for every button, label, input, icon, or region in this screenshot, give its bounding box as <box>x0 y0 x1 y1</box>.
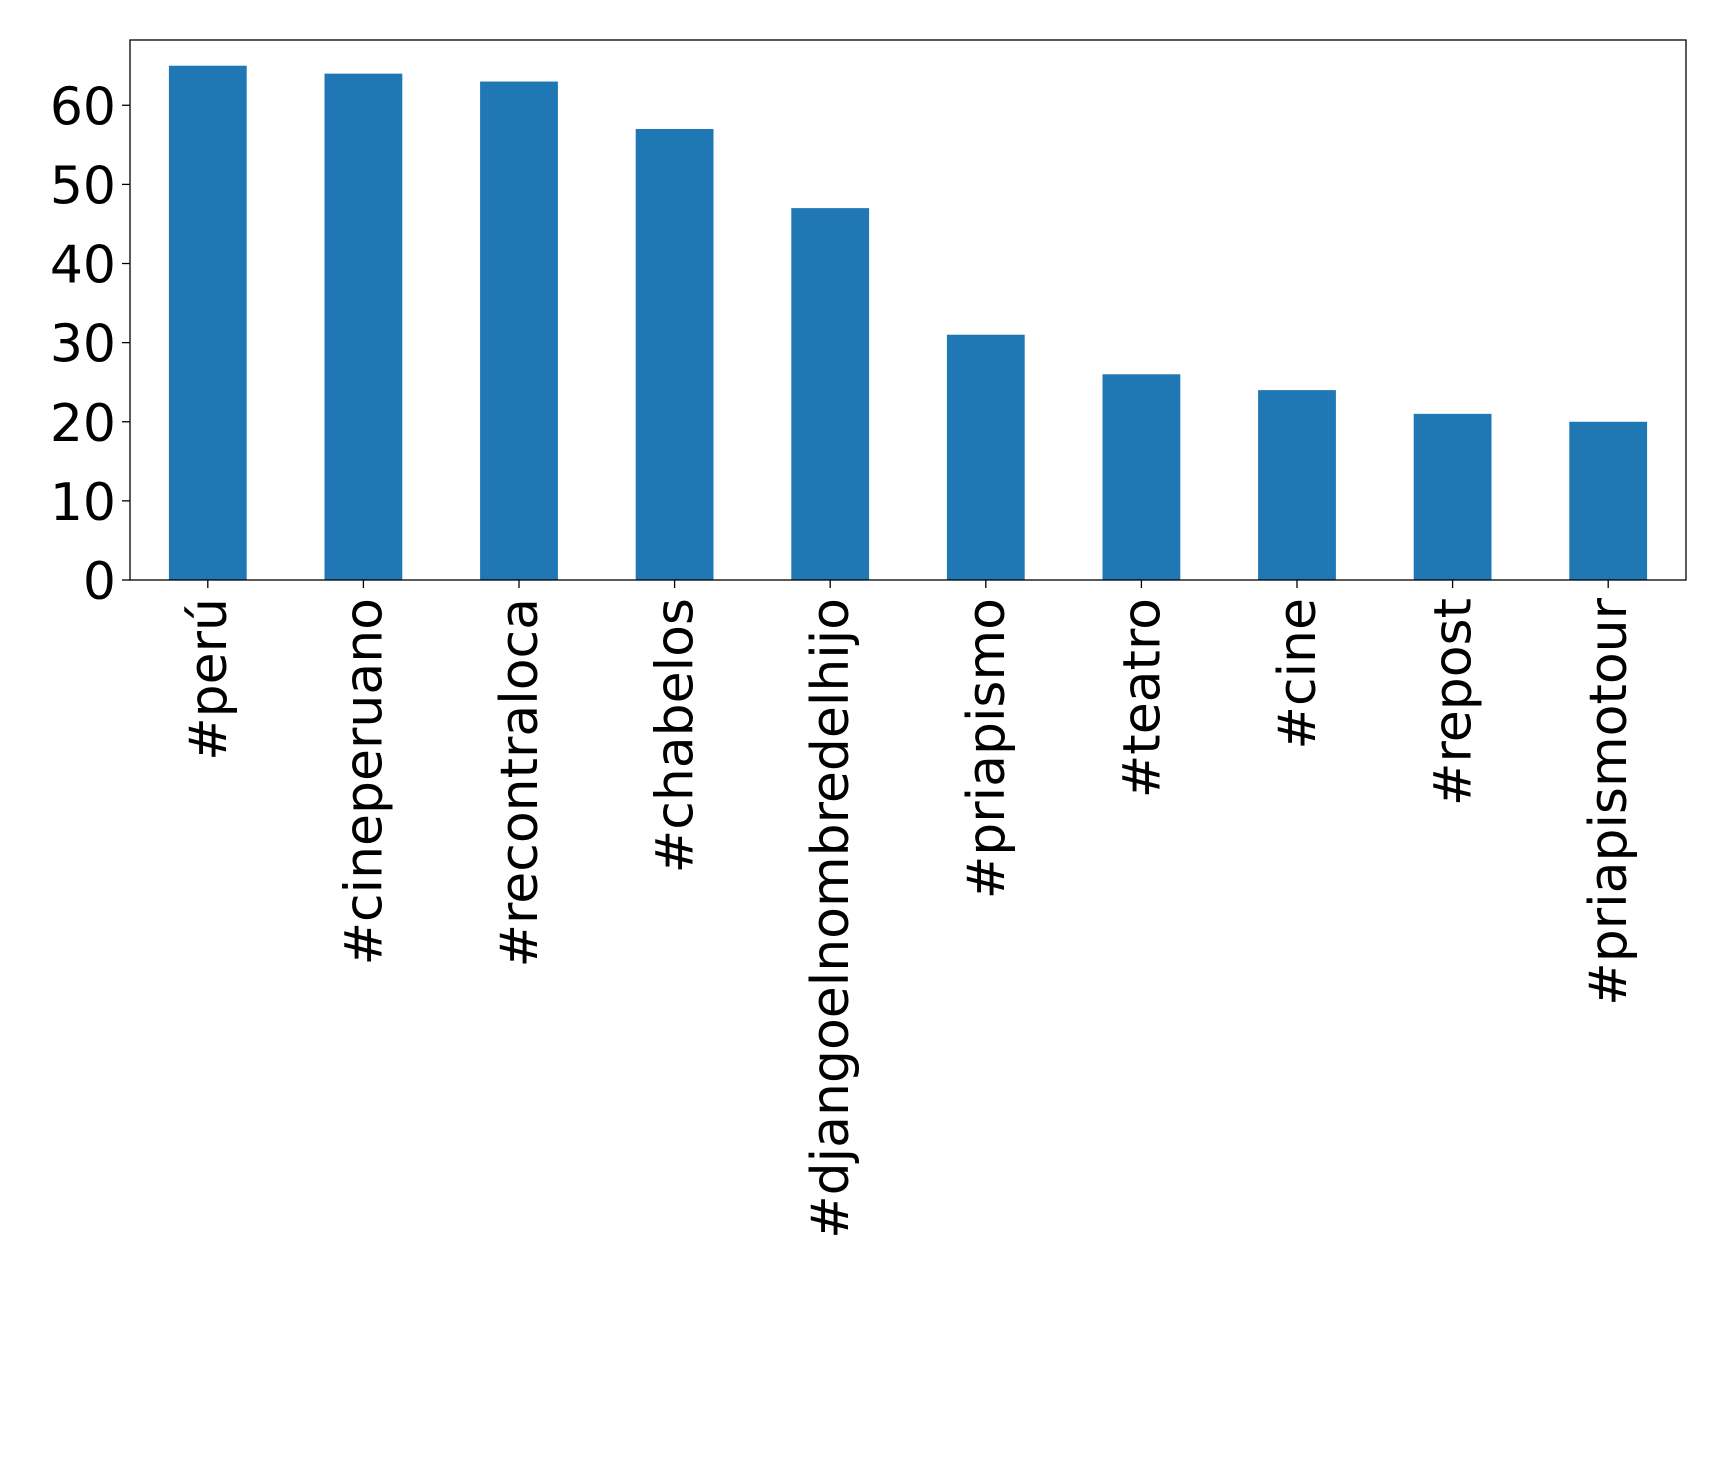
bar-9 <box>1569 421 1648 580</box>
y-tick-label-1: 10 <box>50 473 116 533</box>
x-tick-label-0: #perú <box>179 598 239 761</box>
y-tick-label-0: 0 <box>83 552 116 612</box>
bar-0 <box>168 65 247 580</box>
x-tick-label-5: #priapismo <box>957 598 1017 899</box>
y-tick-label-2: 20 <box>50 394 116 454</box>
bar-2 <box>480 81 558 581</box>
y-tick-label-4: 40 <box>50 236 116 296</box>
y-tick-label-5: 50 <box>50 156 116 216</box>
x-tick-label-6: #teatro <box>1112 598 1172 798</box>
x-tick-label-3: #chabelos <box>646 598 706 873</box>
y-axis: 0 10 20 30 40 50 60 <box>50 77 130 612</box>
x-tick-label-4: #djangoelnombredelhijo <box>801 598 861 1239</box>
x-tick-label-8: #repost <box>1424 598 1484 806</box>
bars-group <box>168 65 1648 581</box>
bar-6 <box>1102 374 1181 580</box>
bar-8 <box>1413 413 1492 580</box>
bar-4 <box>791 208 870 580</box>
y-tick-label-3: 30 <box>50 315 116 375</box>
bar-7 <box>1258 390 1336 580</box>
x-axis: #perú #cineperuano #recontraloca #chabelos #… <box>179 580 1639 1239</box>
x-tick-label-9: #priapismotour <box>1579 597 1639 1005</box>
bar-5 <box>946 334 1025 580</box>
y-tick-label-6: 60 <box>50 77 116 137</box>
x-tick-label-7: #cine <box>1268 598 1328 750</box>
x-tick-label-1: #cineperuano <box>334 598 394 966</box>
bar-1 <box>324 73 403 580</box>
bar-3 <box>635 129 714 580</box>
plot-frame <box>129 39 1687 581</box>
x-tick-label-2: #recontraloca <box>490 598 550 968</box>
